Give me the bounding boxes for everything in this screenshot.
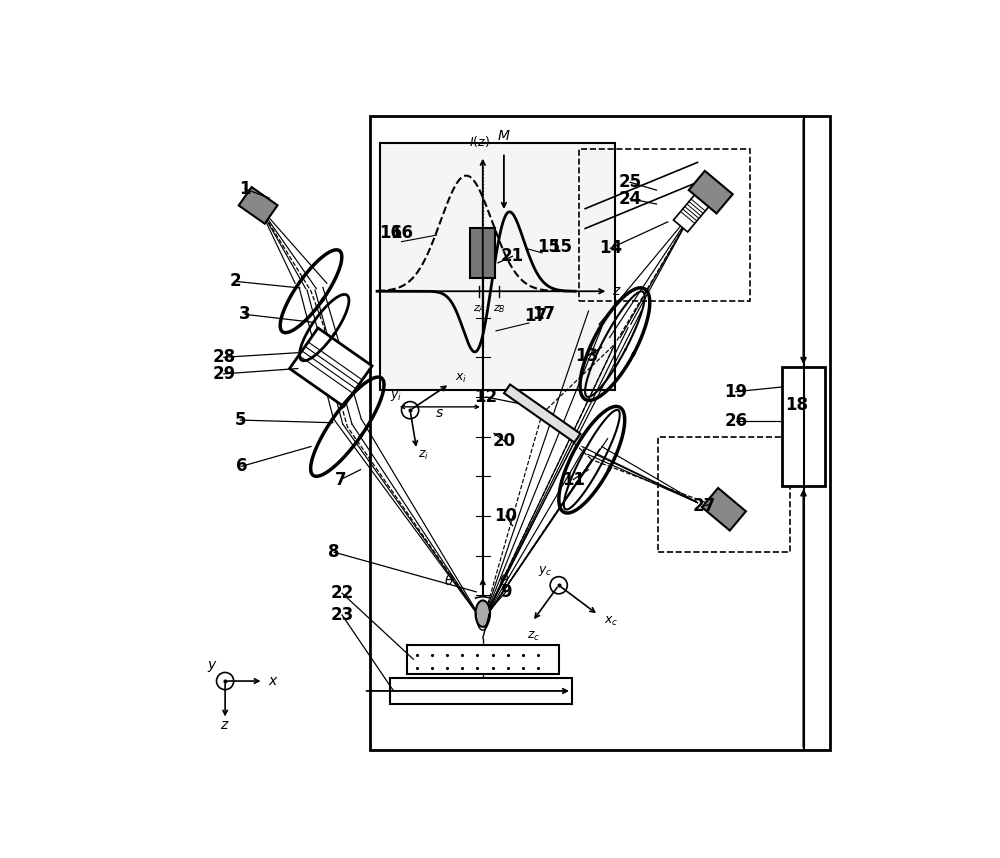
Text: 24: 24: [618, 190, 642, 208]
Polygon shape: [702, 488, 746, 530]
Text: $z_c$: $z_c$: [527, 630, 540, 644]
Text: $x$: $x$: [268, 674, 279, 688]
Text: 13: 13: [576, 347, 599, 365]
Text: $z$: $z$: [220, 717, 230, 732]
Text: 26: 26: [724, 413, 747, 431]
Text: 20: 20: [493, 432, 516, 450]
Bar: [370, 116, 830, 751]
Text: $M$: $M$: [497, 129, 511, 142]
Bar: [390, 678, 572, 704]
Text: 16: 16: [390, 225, 413, 243]
Text: 2: 2: [229, 272, 241, 290]
Text: 12: 12: [475, 388, 498, 406]
Text: 7: 7: [335, 470, 347, 488]
Text: 15: 15: [549, 238, 572, 256]
Text: 22: 22: [330, 584, 354, 602]
Polygon shape: [689, 171, 733, 214]
Text: $z_A$: $z_A$: [473, 303, 486, 315]
Text: 18: 18: [785, 396, 808, 414]
Text: 17: 17: [532, 305, 555, 323]
Text: $\theta$: $\theta$: [444, 573, 455, 589]
Bar: [658, 437, 790, 553]
Polygon shape: [239, 187, 278, 224]
Text: $\theta$: $\theta$: [499, 573, 510, 589]
Text: 14: 14: [599, 239, 622, 257]
Text: 15: 15: [537, 238, 560, 256]
Polygon shape: [290, 328, 372, 407]
Text: 10: 10: [494, 507, 517, 525]
Ellipse shape: [476, 601, 490, 627]
Text: 11: 11: [562, 470, 585, 488]
Bar: [782, 367, 825, 486]
Text: $z_B$: $z_B$: [493, 303, 506, 315]
Text: $s$: $s$: [435, 406, 444, 420]
Text: 6: 6: [236, 457, 247, 475]
Text: 25: 25: [619, 173, 642, 191]
Text: $y_c$: $y_c$: [538, 565, 553, 578]
Text: 17: 17: [524, 307, 547, 325]
Text: $y_i$: $y_i$: [390, 390, 402, 403]
Text: 29: 29: [212, 365, 235, 383]
Text: 23: 23: [330, 606, 354, 624]
Text: $z_i$: $z_i$: [418, 449, 429, 462]
Bar: [579, 149, 750, 301]
Text: 1: 1: [239, 180, 251, 198]
Text: $x_c$: $x_c$: [604, 615, 618, 628]
Bar: [380, 142, 615, 390]
Text: 9: 9: [500, 583, 512, 601]
Polygon shape: [673, 190, 712, 232]
Text: $x_i$: $x_i$: [455, 372, 467, 385]
Polygon shape: [504, 384, 580, 443]
Polygon shape: [470, 228, 495, 278]
Text: 5: 5: [235, 411, 246, 429]
Bar: [407, 644, 559, 674]
Text: 28: 28: [212, 348, 235, 366]
Text: $I(z)$: $I(z)$: [469, 134, 490, 149]
Text: 3: 3: [239, 305, 251, 323]
Text: 27: 27: [692, 497, 716, 515]
Text: $z$: $z$: [612, 284, 621, 299]
Text: 21: 21: [501, 247, 524, 265]
Text: 8: 8: [328, 543, 340, 561]
Text: 16: 16: [379, 225, 402, 243]
Text: $y$: $y$: [207, 659, 217, 674]
Text: 19: 19: [724, 383, 747, 401]
